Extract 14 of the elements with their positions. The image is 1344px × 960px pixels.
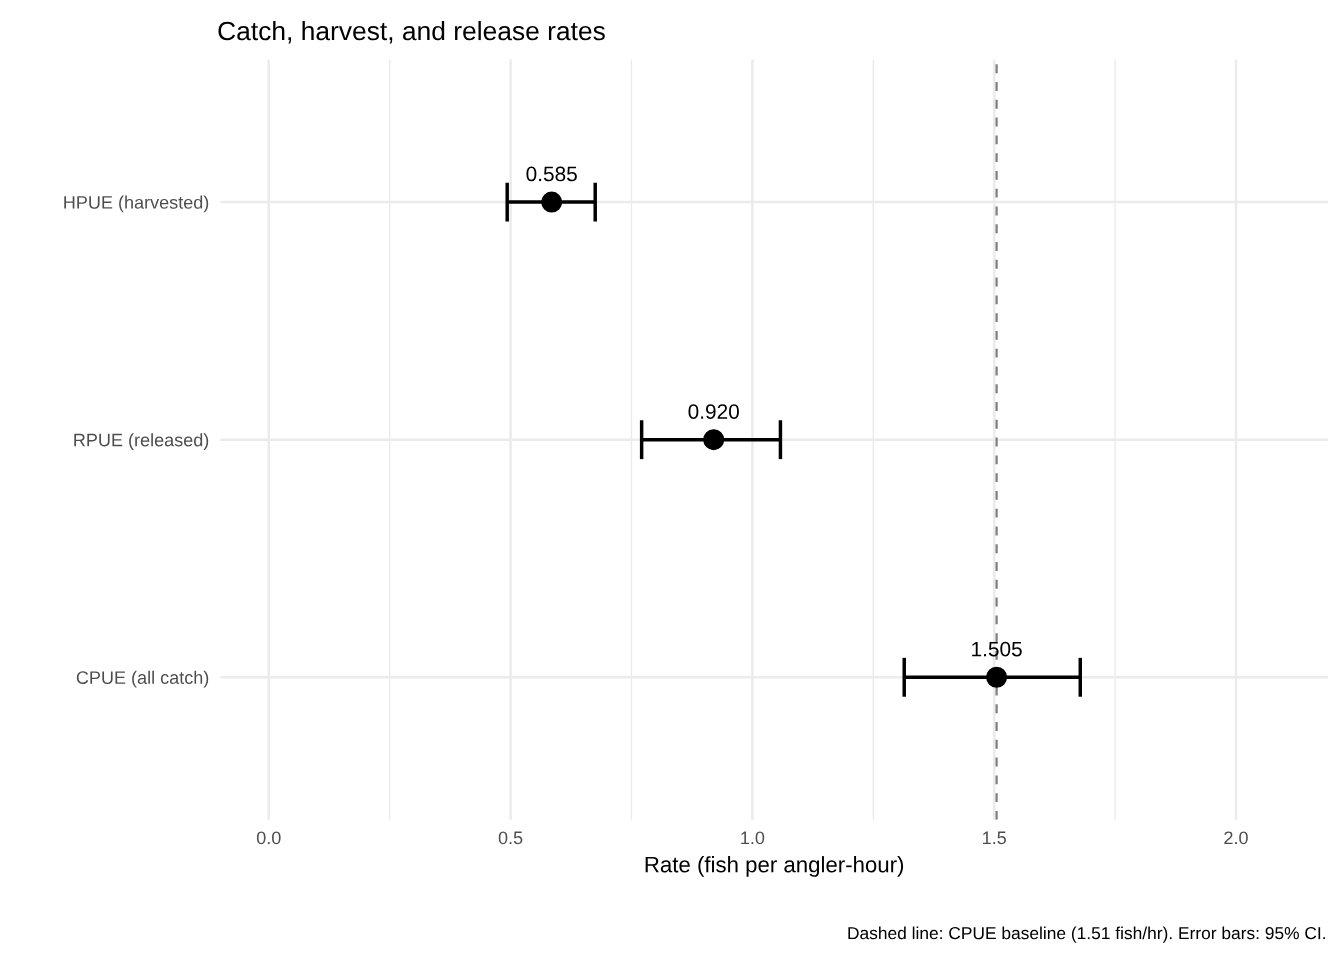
x-tick-label: 1.0 (741, 831, 765, 845)
data-label: 1.505 (972, 641, 1022, 657)
text: Dashed line: CPUE baseline (1.51 fish/hr). Error bars: 95% CI. (848, 926, 1325, 943)
chart-title: Catch, harvest, and release rates (218, 20, 605, 44)
x-tick-label: 0.0 (256, 831, 281, 845)
y-tick-label: RPUE (released) (74, 433, 209, 450)
x-tick-label: 0.5 (498, 831, 523, 845)
data-label: 0.585 (526, 166, 577, 182)
y-tick-label: CPUE (all catch) (76, 670, 209, 688)
x-axis-title: Rate (fish per angler-hour) (645, 856, 904, 877)
data-label: 0.920 (688, 404, 739, 419)
x-tick-label: 1.5 (983, 831, 1006, 845)
y-tick-label: HPUE (harvested) (64, 195, 209, 213)
x-tick-label: 2.0 (1224, 831, 1248, 845)
